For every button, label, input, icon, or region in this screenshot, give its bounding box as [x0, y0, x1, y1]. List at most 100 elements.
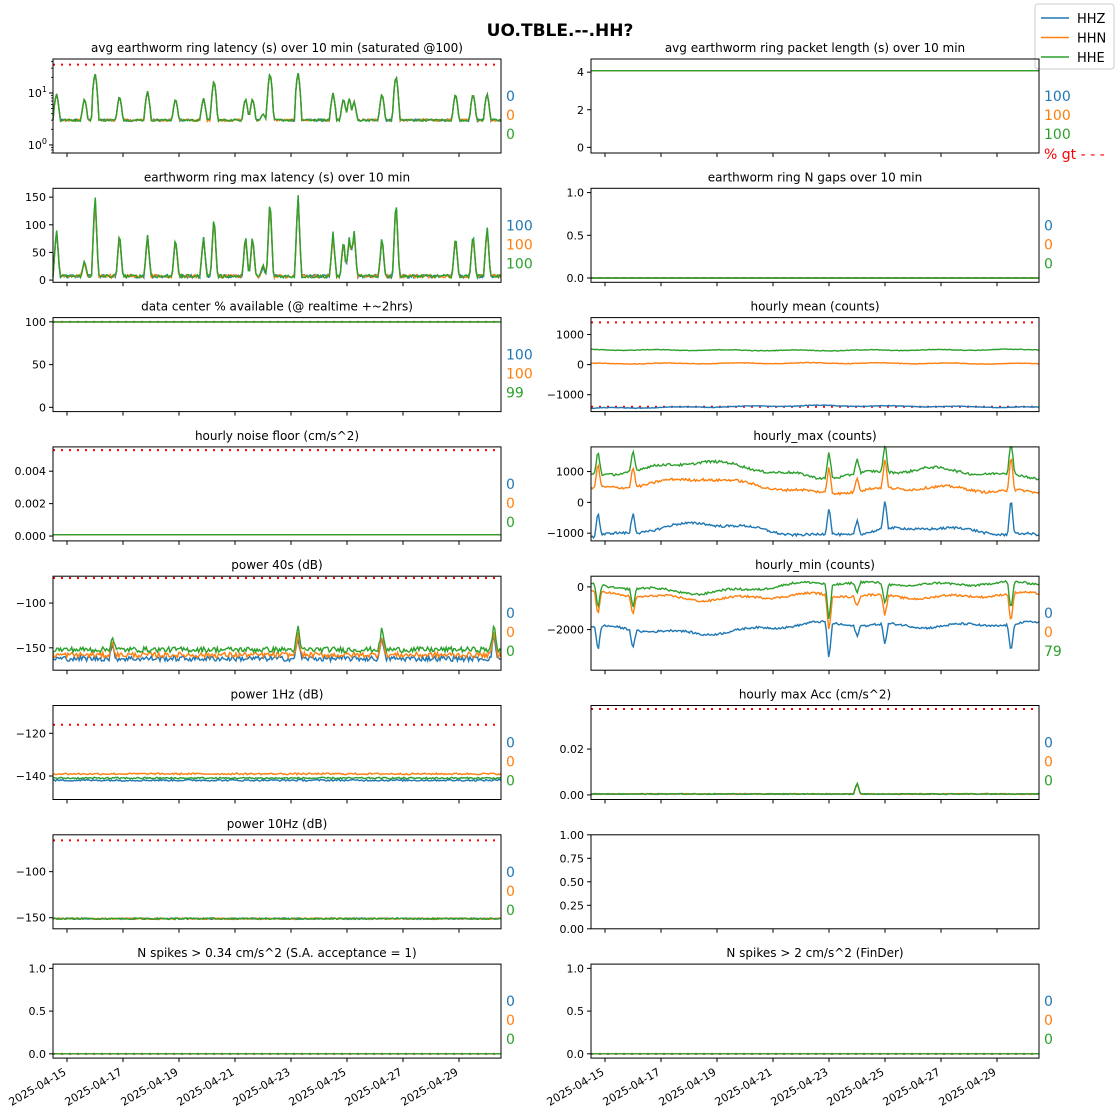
x-tick-label: 2025-04-25: [825, 1065, 887, 1108]
pct-label-HHZ: 0: [506, 477, 515, 493]
series-HHN: [52, 631, 502, 661]
series-HHZ: [52, 635, 502, 664]
y-tick-label: 0.0: [567, 1048, 585, 1061]
pct-label-HHN: 0: [1044, 1013, 1053, 1029]
pct-label-HHZ: 0: [1044, 218, 1053, 234]
y-tick-label: 0.5: [567, 229, 585, 242]
panel-title: power 10Hz (dB): [227, 817, 328, 831]
pct-label-HHE: 0: [506, 1032, 515, 1048]
legend: HHZ HHN HHE: [1034, 3, 1115, 70]
y-tick-label: −2000: [547, 624, 584, 637]
panel-title: hourly_min (counts): [755, 558, 875, 572]
panel-p4: earthworm ring N gaps over 10 min 0.0 0.5 1…: [567, 170, 1053, 287]
series-HHN: [590, 361, 1040, 366]
series-HHZ: [590, 404, 1040, 410]
x-tick-label: 2025-04-19: [119, 1065, 181, 1108]
series-HHE: [590, 445, 1040, 481]
x-tick-label: 2025-04-23: [231, 1065, 293, 1108]
x-tick-label: 2025-04-19: [657, 1065, 719, 1108]
y-tick-label: 0.000: [15, 530, 47, 543]
series-HHZ: [52, 197, 502, 281]
panel-p1: avg earthworm ring latency (s) over 10 m…: [28, 41, 515, 157]
y-tick-label: 1.0: [29, 962, 47, 975]
series-HHE: [52, 776, 502, 781]
y-tick-label: 0: [577, 141, 584, 154]
pct-label-HHE: 0: [1044, 774, 1053, 790]
panel-title: hourly mean (counts): [750, 300, 879, 314]
panel-title: avg earthworm ring latency (s) over 10 m…: [91, 41, 463, 55]
y-tick-label: 1.00: [560, 829, 585, 842]
panel-p12: hourly max Acc (cm/s^2) 0.00 0.02 0 0 0: [560, 688, 1053, 804]
y-tick-label: 0.0: [567, 272, 585, 285]
x-tick-label: 2025-04-27: [881, 1065, 943, 1108]
pct-label-HHE: 100: [1044, 127, 1071, 143]
series-HHN: [52, 73, 502, 124]
legend-label-HHN: HHN: [1077, 32, 1106, 47]
y-tick-label: 0.5: [29, 1005, 47, 1018]
panel-title: data center % available (@ realtime +~2h…: [141, 300, 413, 314]
pct-label-HHN: 0: [506, 884, 515, 900]
pct-label-HHN: 100: [506, 237, 533, 253]
panel-title: avg earthworm ring packet length (s) ove…: [665, 41, 965, 55]
x-tick-label: 2025-04-15: [7, 1065, 69, 1108]
series-HHE: [52, 916, 502, 921]
panel-p15: N spikes > 0.34 cm/s^2 (S.A. acceptance …: [7, 946, 515, 1109]
panel-title: power 1Hz (dB): [231, 688, 324, 702]
panel-p7: hourly noise floor (cm/s^2) 0.000 0.002 0.0…: [15, 429, 515, 545]
series-HHZ: [590, 501, 1040, 539]
y-tick-label: 0.00: [560, 789, 585, 802]
series-HHE: [590, 579, 1040, 619]
panel-p6: hourly mean (counts) −1000 0 1000: [547, 300, 1040, 416]
y-tick-label: 0: [577, 581, 584, 594]
y-tick-label: 0: [39, 274, 46, 287]
x-tick-label: 2025-04-21: [713, 1065, 775, 1108]
panel-title: earthworm ring max latency (s) over 10 m…: [144, 170, 410, 184]
panel-title: hourly_max (counts): [753, 429, 876, 443]
pct-label-HHZ: 100: [506, 348, 533, 364]
x-tick-label: 2025-04-23: [769, 1065, 831, 1108]
y-tick-label: −150: [16, 642, 46, 655]
panel-title: N spikes > 0.34 cm/s^2 (S.A. acceptance …: [137, 946, 416, 960]
pct-label-HHZ: 100: [1044, 89, 1071, 105]
y-tick-label: 0.0: [29, 1048, 47, 1061]
pct-label-HHN: 100: [506, 367, 533, 383]
panel-p14: 0.00 0.25 0.50 0.75 1.00: [560, 829, 1040, 936]
y-tick-label: 0.25: [560, 899, 585, 912]
y-tick-label: 4: [577, 66, 584, 79]
y-tick-label: 100: [25, 316, 46, 329]
pct-label-HHE: 0: [1044, 256, 1053, 272]
x-tick-label: 2025-04-15: [545, 1065, 607, 1108]
axes-frame: [52, 575, 502, 671]
legend-label-HHZ: HHZ: [1077, 12, 1106, 27]
axes-frame: [52, 58, 502, 154]
panel-title: earthworm ring N gaps over 10 min: [708, 170, 922, 184]
pct-label-HHZ: 0: [1044, 606, 1053, 622]
pct-label-HHE: 0: [506, 644, 515, 660]
pct-label-HHE: 0: [506, 127, 515, 143]
y-tick-label: 0.002: [15, 498, 47, 511]
axes-frame: [590, 575, 1040, 671]
pct-label-HHN: 0: [1044, 237, 1053, 253]
y-tick-label: 0.02: [560, 743, 585, 756]
y-tick-label: 150: [25, 191, 46, 204]
y-tick-label: −120: [16, 727, 46, 740]
y-tick-label: 0: [577, 359, 584, 372]
y-tick-label: 50: [32, 359, 46, 372]
panel-title: power 40s (dB): [231, 558, 322, 572]
pct-gt-label: % gt - - -: [1044, 147, 1105, 163]
pct-label-HHE: 0: [506, 903, 515, 919]
panel-title: N spikes > 2 cm/s^2 (FinDer): [726, 946, 903, 960]
panel-p2: avg earthworm ring packet length (s) ove…: [577, 41, 1105, 163]
pct-label-HHE: 100: [506, 256, 533, 272]
axes-frame: [590, 446, 1040, 542]
y-tick-label: 0: [39, 401, 46, 414]
pct-label-HHN: 0: [506, 625, 515, 641]
y-tick-label: −150: [16, 912, 46, 925]
figure-title: UO.TBLE.--.HH?: [487, 21, 634, 41]
pct-label-HHE: 0: [1044, 1032, 1053, 1048]
axes-frame: [590, 58, 1040, 154]
y-tick-label: 100: [28, 137, 47, 152]
panel-p11: power 1Hz (dB) −140 −120 0 0 0: [16, 688, 515, 804]
panel-p5: data center % available (@ realtime +~2h…: [25, 300, 533, 416]
